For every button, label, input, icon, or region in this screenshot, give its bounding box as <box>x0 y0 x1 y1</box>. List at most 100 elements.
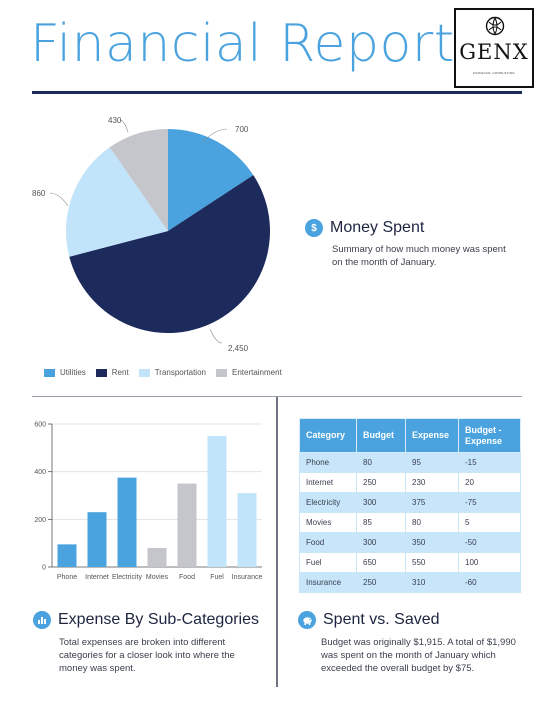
logo-text: GENX <box>459 40 529 64</box>
cell-difference: -15 <box>458 452 521 473</box>
x-tick-label: Phone <box>57 574 77 581</box>
pie-leader-line <box>209 328 223 344</box>
legend-item: Transportation <box>138 368 206 377</box>
x-tick-label: Electricity <box>112 574 142 581</box>
cell-category: Movies <box>299 512 357 533</box>
cell-expense: 375 <box>405 492 459 513</box>
saved-description: Budget was originally $1,915. A total of… <box>321 637 516 674</box>
cell-difference: 20 <box>458 472 521 493</box>
expense-title: Expense By Sub-Categories <box>58 611 259 628</box>
x-tick-label: Fuel <box>210 574 224 581</box>
money-spent-title: Money Spent <box>330 219 425 236</box>
pie-slice-entertainment <box>109 129 168 231</box>
column-divider <box>276 397 278 687</box>
table-row: Food 300 350 -50 <box>299 532 521 553</box>
x-tick-label: Internet <box>85 574 109 581</box>
cell-difference: -50 <box>458 532 521 553</box>
table-row: Internet 250 230 20 <box>299 472 521 493</box>
y-tick-label: 400 <box>34 469 46 476</box>
page-title: Financial Report <box>30 14 455 74</box>
header-budget: Budget <box>356 418 406 453</box>
y-tick-label: 0 <box>42 565 46 572</box>
title-rule <box>32 91 522 94</box>
x-tick-label: Movies <box>146 574 169 581</box>
cell-budget: 300 <box>356 492 406 513</box>
cell-budget: 650 <box>356 552 406 573</box>
legend-swatch <box>95 368 107 377</box>
expense-description: Total expenses are broken into different… <box>59 637 235 674</box>
pie-value-label: 430 <box>108 116 122 125</box>
x-tick-label: Food <box>179 574 195 581</box>
logo-subtext: FINANCIAL CONSULTING <box>473 71 515 75</box>
legend-item: Utilities <box>44 368 86 377</box>
cell-difference: -75 <box>458 492 521 513</box>
cell-category: Fuel <box>299 552 357 573</box>
pie-slice-transportation <box>66 147 168 257</box>
cell-difference: 100 <box>458 552 521 573</box>
expense-heading: Expense By Sub-Categories <box>33 611 259 629</box>
cell-budget: 300 <box>356 532 406 553</box>
cell-category: Food <box>299 532 357 553</box>
legend-swatch <box>44 368 55 377</box>
bar-movies <box>147 547 167 567</box>
globe-icon <box>485 16 505 36</box>
cell-category: Phone <box>299 452 357 473</box>
x-tick-label: Insurance <box>232 574 263 581</box>
pie-leader-line <box>119 119 129 133</box>
saved-heading: Spent vs. Saved <box>298 611 440 629</box>
piggy-bank-icon <box>298 611 316 629</box>
money-spent-description: Summary of how much money was spent on t… <box>332 244 506 268</box>
header-category: Category <box>299 418 357 453</box>
legend-label: Transportation <box>154 368 206 377</box>
cell-budget: 250 <box>356 472 406 493</box>
section-divider <box>32 396 522 397</box>
cell-expense: 550 <box>405 552 459 573</box>
bar-phone <box>57 544 77 567</box>
legend-swatch <box>215 368 227 377</box>
bar-insurance <box>237 493 257 567</box>
saved-title: Spent vs. Saved <box>323 611 440 628</box>
table-row: Fuel 650 550 100 <box>299 552 521 573</box>
money-spent-heading: $ Money Spent <box>305 219 424 237</box>
pie-leader-line <box>49 192 69 207</box>
legend-item: Rent <box>95 368 129 377</box>
logo: GENX FINANCIAL CONSULTING <box>454 8 534 88</box>
table-row: Insurance 250 310 -60 <box>299 572 521 593</box>
table-row: Electricity 300 375 -75 <box>299 492 521 513</box>
cell-category: Insurance <box>299 572 357 593</box>
bar-internet <box>87 512 107 567</box>
pie-slice-utilities <box>168 129 254 231</box>
legend-item: Entertainment <box>215 368 282 377</box>
cell-expense: 350 <box>405 532 459 553</box>
cell-budget: 250 <box>356 572 406 593</box>
cell-expense: 95 <box>405 452 459 473</box>
y-tick-label: 200 <box>34 517 46 524</box>
pie-value-label: 2,450 <box>228 344 249 353</box>
cell-difference: 5 <box>458 512 521 533</box>
table-row: Phone 80 95 -15 <box>299 452 521 473</box>
cell-expense: 80 <box>405 512 459 533</box>
y-tick-label: 600 <box>34 422 46 429</box>
cell-category: Electricity <box>299 492 357 513</box>
header-difference: Budget - Expense <box>458 418 521 453</box>
legend-label: Rent <box>111 368 129 377</box>
bar-chart-icon <box>33 611 51 629</box>
cell-budget: 85 <box>356 512 406 533</box>
budget-table: Category Budget Expense Budget - Expense… <box>299 418 521 593</box>
legend-label: Utilities <box>60 368 86 377</box>
dollar-icon: $ <box>305 219 323 237</box>
legend-swatch <box>138 368 150 377</box>
pie-value-label: 700 <box>235 125 249 134</box>
legend-label: Entertainment <box>231 368 282 377</box>
cell-budget: 80 <box>356 452 406 473</box>
pie-leader-line <box>202 128 228 143</box>
bar-electricity <box>117 477 137 567</box>
cell-expense: 310 <box>405 572 459 593</box>
bar-food <box>177 483 197 567</box>
pie-chart: 700 2,450 860 430 <box>32 116 270 353</box>
table-row: Movies 85 80 5 <box>299 512 521 533</box>
cell-expense: 230 <box>405 472 459 493</box>
pie-value-label: 860 <box>32 189 46 198</box>
bar-chart: 0 200 400 600 Phone Internet Electricity Movies… <box>34 422 263 582</box>
bar-fuel <box>207 435 227 567</box>
